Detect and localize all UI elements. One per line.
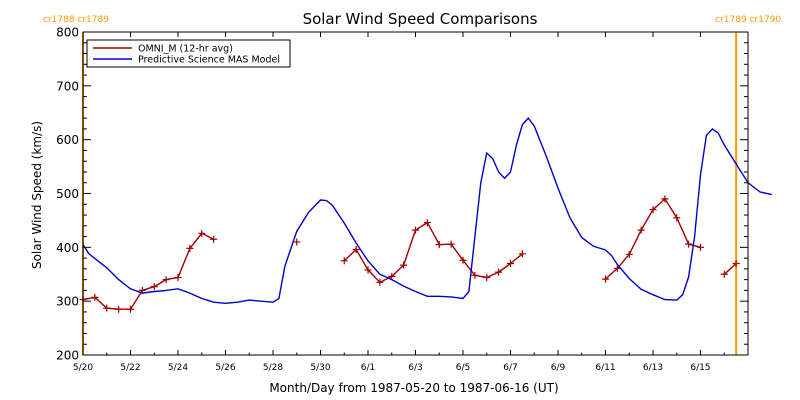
y-tick-label-1: 300 — [56, 295, 79, 309]
series-0-line-2 — [343, 221, 523, 284]
series-0-line-0 — [82, 232, 214, 310]
legend-label-omni: OMNI_M (12-hr avg) — [138, 44, 233, 55]
data-point-0-0-9 — [186, 244, 194, 252]
data-point-0-3-8 — [697, 243, 704, 251]
x-tick-label-8: 6/5 — [456, 363, 470, 373]
x-tick-label-9: 6/7 — [503, 363, 517, 373]
data-point-0-2-6 — [412, 226, 419, 234]
y-tick-label-0: 200 — [56, 349, 79, 363]
chart-title: Solar Wind Speed Comparisons — [303, 10, 538, 28]
series-layer — [79, 116, 772, 313]
data-point-0-2-14 — [507, 259, 514, 267]
data-point-0-2-13 — [495, 268, 503, 276]
y-tick-label-4: 600 — [56, 133, 79, 147]
data-point-0-3-2 — [625, 250, 633, 258]
x-axis-ticks: 5/20 5/22 5/24 5/26 5/28 5/30 6/1 6/3 6/5 6/7 6/9 6… — [73, 32, 749, 373]
data-point-0-3-5 — [661, 195, 669, 203]
y-tick-label-5: 700 — [56, 79, 79, 93]
series-1 — [82, 116, 772, 305]
data-point-0-2-9 — [447, 240, 455, 248]
data-point-0-0-7 — [162, 276, 170, 284]
y-tick-label-2: 400 — [56, 241, 79, 255]
x-tick-label-12: 6/13 — [643, 363, 663, 373]
legend-box — [86, 39, 291, 68]
x-tick-label-2: 5/24 — [168, 363, 188, 373]
data-point-0-0-1 — [91, 293, 99, 301]
data-point-0-0-4 — [127, 305, 134, 313]
carrington-marker-label-1: cr1789 cr1790 — [715, 15, 781, 25]
data-point-0-2-0 — [340, 257, 348, 265]
data-point-0-3-0 — [602, 275, 609, 283]
y-tick-label-6: 800 — [56, 26, 79, 40]
x-tick-label-4: 5/28 — [263, 363, 283, 373]
x-tick-label-11: 6/11 — [595, 363, 615, 373]
data-point-0-0-8 — [174, 273, 182, 281]
data-point-0-0-2 — [103, 304, 111, 312]
data-point-0-2-12 — [483, 273, 491, 281]
data-point-0-2-11 — [471, 271, 479, 279]
x-tick-label-7: 6/3 — [408, 363, 422, 373]
data-point-0-3-6 — [673, 214, 681, 222]
y-tick-label-3: 500 — [56, 187, 79, 201]
data-point-0-2-1 — [352, 245, 360, 253]
x-axis-label: Month/Day from 1987-05-20 to 1987-06-16 … — [269, 381, 558, 395]
y-axis-ticks: 200 300 400 500 600 700 800 — [56, 26, 748, 363]
data-point-0-2-15 — [518, 250, 526, 258]
series-0 — [79, 195, 740, 313]
data-point-0-3-4 — [649, 206, 657, 214]
data-point-0-2-8 — [435, 241, 443, 249]
x-tick-label-13: 6/15 — [690, 363, 710, 373]
data-point-0-2-7 — [423, 219, 431, 227]
x-tick-label-3: 5/26 — [215, 363, 235, 373]
data-point-0-3-3 — [637, 226, 645, 234]
x-tick-label-0: 5/20 — [73, 363, 93, 373]
data-point-0-2-10 — [459, 256, 467, 264]
data-point-0-2-2 — [364, 266, 372, 274]
legend: OMNI_M (12-hr avg) Predictive Science MA… — [86, 39, 291, 68]
data-point-0-4-0 — [720, 270, 728, 278]
x-tick-label-10: 6/9 — [551, 363, 566, 373]
x-tick-label-5: 5/30 — [310, 363, 330, 373]
data-point-0-0-3 — [115, 305, 123, 313]
x-tick-label-6: 6/1 — [361, 363, 375, 373]
data-point-0-1-0 — [293, 238, 301, 246]
data-point-0-0-6 — [150, 283, 158, 291]
data-point-0-4-1 — [732, 259, 740, 267]
data-point-0-0-10 — [198, 229, 206, 237]
series-0-line-4 — [723, 262, 737, 275]
data-point-0-2-4 — [388, 272, 396, 280]
data-point-0-0-11 — [210, 235, 218, 243]
y-axis-label: Solar Wind Speed (km/s) — [30, 121, 44, 269]
data-point-0-2-3 — [376, 278, 384, 286]
series-1-line-0 — [82, 116, 772, 305]
data-point-0-2-5 — [400, 261, 408, 269]
legend-label-mas: Predictive Science MAS Model — [138, 55, 280, 66]
carrington-marker-label-0: cr1788 cr1789 — [43, 15, 109, 25]
x-tick-label-1: 5/22 — [120, 363, 140, 373]
data-point-0-3-7 — [685, 240, 693, 248]
